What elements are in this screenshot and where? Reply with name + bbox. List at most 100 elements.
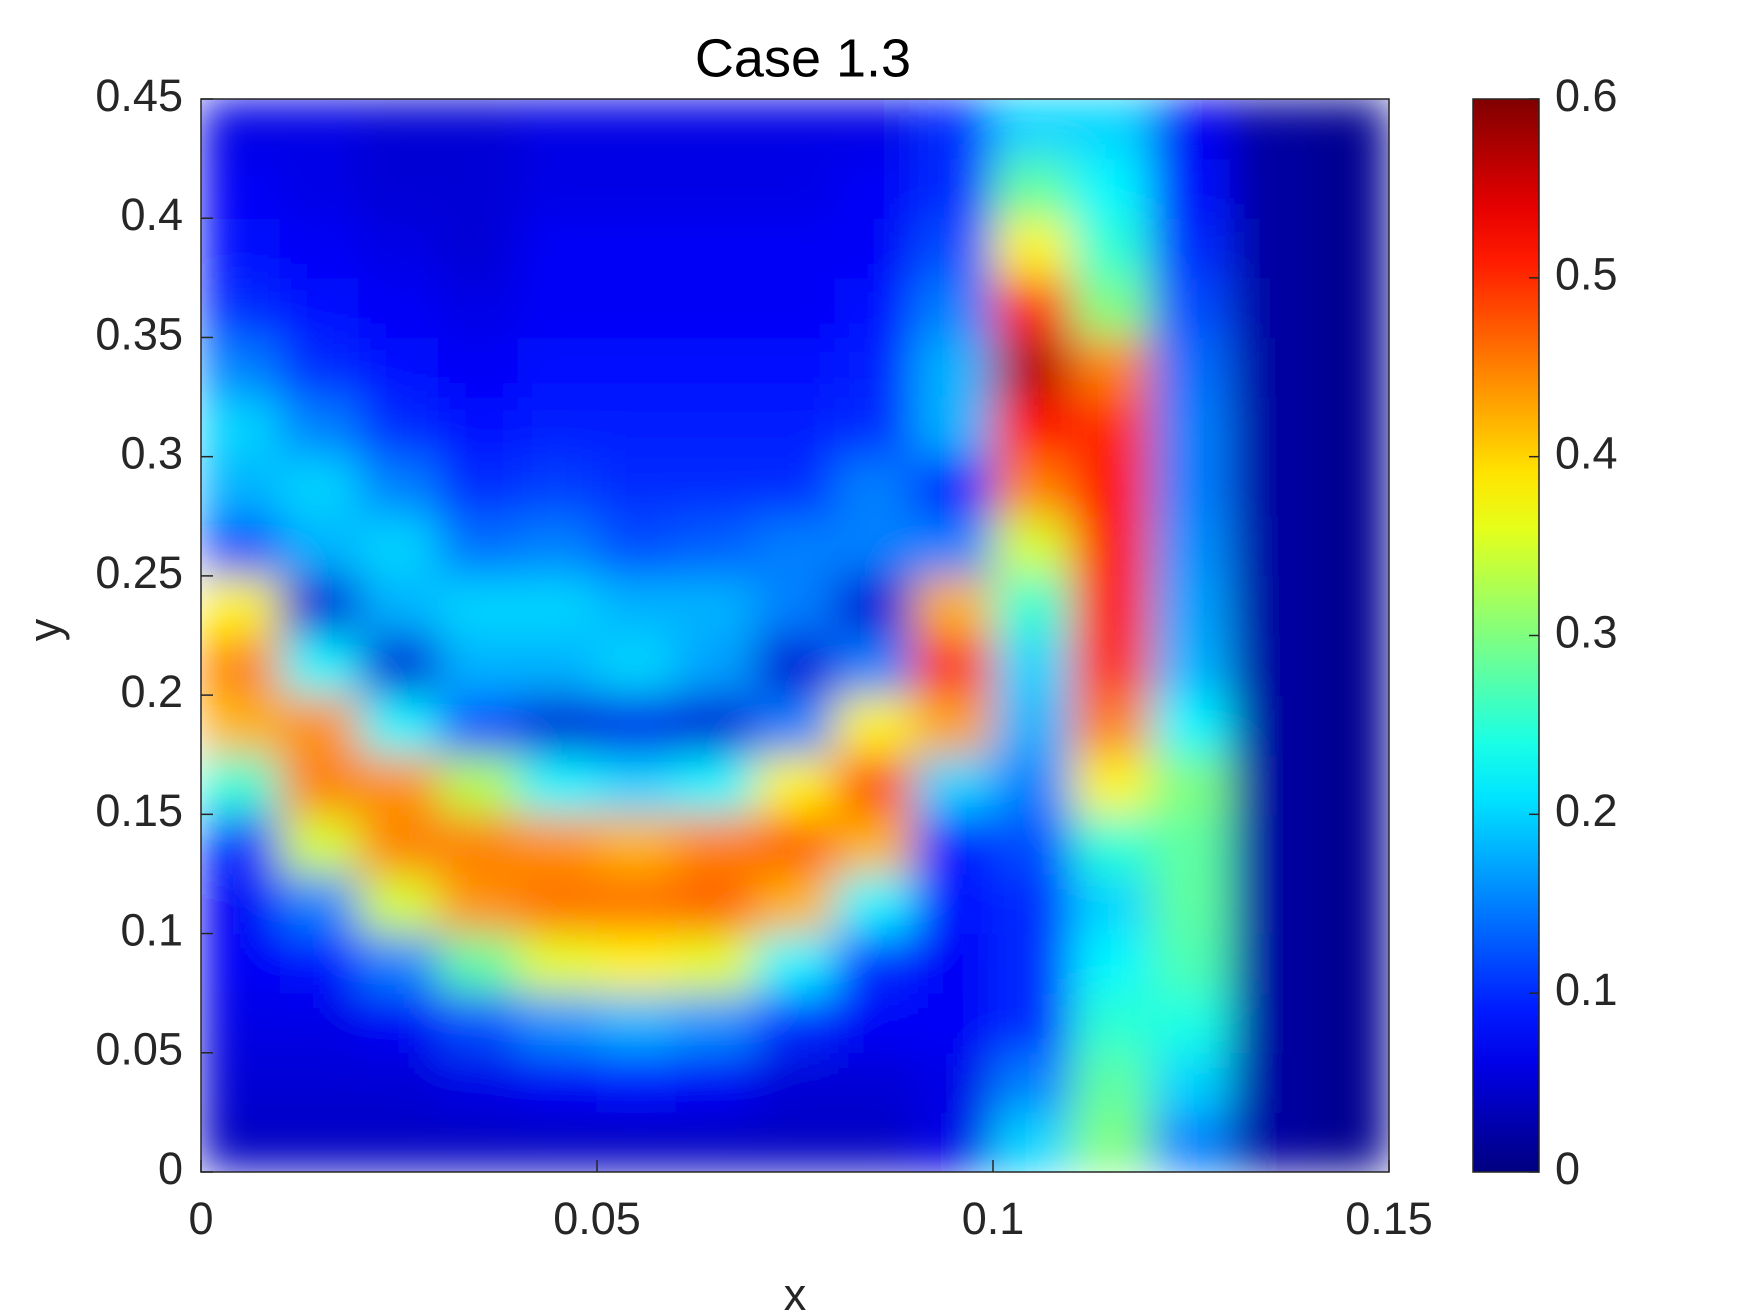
heatmap-cell [358, 1111, 440, 1172]
heatmap-cell [201, 933, 281, 994]
heatmap-cell [1230, 158, 1311, 219]
heatmap-cell [279, 396, 360, 458]
heatmap-cell [279, 873, 360, 935]
heatmap-cell [596, 873, 677, 935]
heatmap-cell [517, 694, 598, 756]
heatmap-cell [992, 873, 1073, 935]
heatmap-cell [279, 575, 360, 636]
heatmap-cell [279, 992, 360, 1054]
y-tick-label: 0.2 [120, 666, 183, 717]
heatmap-cell [754, 933, 836, 994]
heatmap-cell [201, 992, 281, 1054]
heatmap-cell [358, 158, 440, 219]
heatmap-cell [438, 336, 519, 398]
heatmap-cell [1071, 575, 1152, 636]
heatmap-cell [1150, 754, 1232, 815]
heatmap-cell [992, 336, 1073, 398]
heatmap-cell [1071, 694, 1152, 756]
heatmap-cell [913, 1111, 994, 1172]
heatmap-cell [834, 515, 915, 577]
heatmap-cell [358, 1052, 440, 1113]
heatmap-cell [1150, 694, 1232, 756]
heatmap-cell [201, 99, 281, 160]
heatmap-cell [675, 1052, 756, 1113]
heatmap-cell [517, 813, 598, 875]
heatmap-cell [913, 575, 994, 636]
heatmap-cell [517, 1052, 598, 1113]
heatmap-cell [1309, 456, 1389, 517]
heatmap-cell [201, 158, 281, 219]
heatmap-cell [438, 754, 519, 815]
heatmap-cell [1309, 217, 1389, 279]
heatmap-cell [517, 456, 598, 517]
heatmap-cell [754, 396, 836, 458]
heatmap-cell [992, 754, 1073, 815]
heatmap-cell [438, 158, 519, 219]
heatmap-cell [754, 456, 836, 517]
heatmap-cell [1230, 515, 1311, 577]
chart-title: Case 1.3 [695, 28, 911, 88]
heatmap-cell [517, 336, 598, 398]
heatmap-cell [754, 992, 836, 1054]
heatmap-cells [201, 99, 1389, 1172]
heatmap-cell [1071, 635, 1152, 696]
heatmap-cell [1309, 992, 1389, 1054]
heatmap-cell [913, 992, 994, 1054]
heatmap-cell [1309, 575, 1389, 636]
y-tick-label: 0.4 [120, 189, 183, 240]
heatmap-cell [754, 575, 836, 636]
heatmap-cell [517, 933, 598, 994]
heatmap-cell [596, 99, 677, 160]
heatmap-cell [992, 1052, 1073, 1113]
heatmap-cell [1071, 158, 1152, 219]
heatmap-cell [358, 217, 440, 279]
heatmap-cell [358, 694, 440, 756]
heatmap-cell [675, 754, 756, 815]
heatmap-cell [834, 575, 915, 636]
y-tick-label: 0.15 [95, 785, 183, 836]
heatmap-cell [834, 992, 915, 1054]
heatmap-cell [1150, 456, 1232, 517]
heatmap-cell [358, 575, 440, 636]
heatmap-cell [1150, 515, 1232, 577]
heatmap-cell [992, 694, 1073, 756]
heatmap-cell [1230, 456, 1311, 517]
heatmap-cell [675, 694, 756, 756]
heatmap-cell [596, 694, 677, 756]
heatmap-cell [1309, 277, 1389, 338]
heatmap-cell [279, 635, 360, 696]
heatmap-cell [834, 933, 915, 994]
heatmap-cell [992, 277, 1073, 338]
heatmap-cell [358, 277, 440, 338]
heatmap-cell [201, 694, 281, 756]
heatmap-cell [1230, 99, 1311, 160]
heatmap-cell [913, 635, 994, 696]
heatmap-cell [596, 1111, 677, 1172]
heatmap-cell [358, 336, 440, 398]
heatmap-cell [1071, 456, 1152, 517]
heatmap-cell [1150, 873, 1232, 935]
heatmap-cell [1309, 1111, 1389, 1172]
heatmap-cell [438, 1111, 519, 1172]
heatmap-cell [358, 635, 440, 696]
heatmap-cell [992, 1111, 1073, 1172]
heatmap-cell [913, 456, 994, 517]
heatmap-cell [1071, 277, 1152, 338]
heatmap-cell [1309, 873, 1389, 935]
heatmap-cell [675, 873, 756, 935]
x-tick-label: 0 [188, 1193, 213, 1244]
heatmap-cell [834, 873, 915, 935]
heatmap-cell [992, 99, 1073, 160]
heatmap-cell [913, 1052, 994, 1113]
heatmap-cell [1150, 1111, 1232, 1172]
heatmap-cell [438, 456, 519, 517]
heatmap-cell [1071, 813, 1152, 875]
colorbar-tick-label: 0 [1555, 1143, 1580, 1194]
y-tick-label: 0 [158, 1143, 183, 1194]
colorbar-tick-label: 0.2 [1555, 785, 1618, 836]
heatmap-cell [834, 277, 915, 338]
heatmap-cell [992, 992, 1073, 1054]
heatmap-cell [596, 456, 677, 517]
heatmap-cell [834, 99, 915, 160]
heatmap-cell [1150, 992, 1232, 1054]
